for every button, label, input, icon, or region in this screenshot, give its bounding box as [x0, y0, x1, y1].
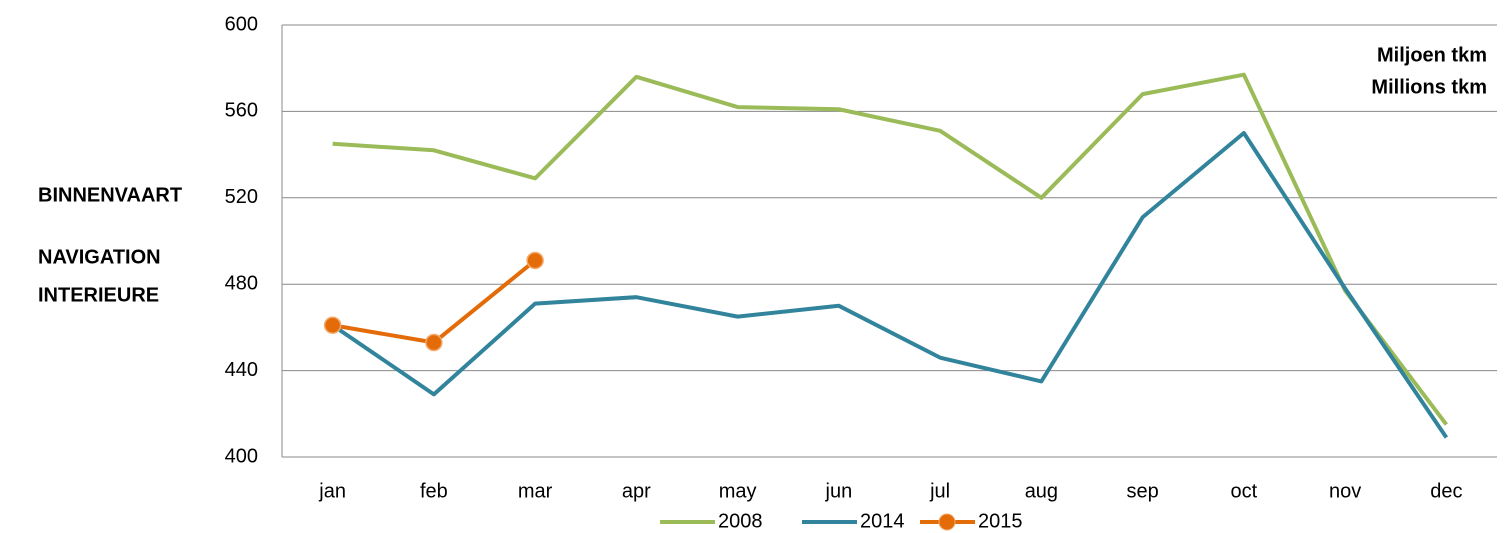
- legend-label: 2008: [718, 510, 763, 532]
- x-tick-label: may: [719, 480, 757, 502]
- marker: [425, 333, 443, 352]
- x-tick-label: nov: [1329, 480, 1361, 502]
- x-tick-label: jun: [825, 480, 853, 502]
- x-tick-label: oct: [1231, 480, 1258, 502]
- y-tick-label: 520: [225, 186, 258, 208]
- x-tick-label: mar: [518, 480, 553, 502]
- y-tick-label: 400: [225, 445, 258, 467]
- y-tick-label: 560: [225, 100, 258, 122]
- x-tick-label: apr: [622, 480, 651, 502]
- y-tick-label: 480: [225, 272, 258, 294]
- y-tick-label: 600: [225, 13, 258, 35]
- y-label: NAVIGATION: [38, 246, 161, 268]
- y-label: INTERIEURE: [38, 284, 159, 306]
- x-tick-label: jul: [929, 480, 950, 502]
- marker: [526, 251, 544, 270]
- legend-marker: [938, 513, 956, 531]
- unit-label: Millions tkm: [1371, 76, 1487, 98]
- legend-label: 2015: [978, 510, 1023, 532]
- x-tick-label: dec: [1430, 480, 1462, 502]
- legend-label: 2014: [860, 510, 905, 532]
- series-line: [331, 131, 1449, 439]
- y-label: BINNENVAART: [38, 184, 182, 206]
- x-tick-label: feb: [420, 480, 448, 502]
- x-tick-label: sep: [1127, 480, 1159, 502]
- y-tick-label: 440: [225, 359, 258, 381]
- x-tick-label: aug: [1025, 480, 1058, 502]
- x-tick-label: jan: [318, 480, 346, 502]
- series-line: [332, 72, 1448, 426]
- unit-label: Miljoen tkm: [1377, 44, 1487, 66]
- marker: [323, 316, 342, 334]
